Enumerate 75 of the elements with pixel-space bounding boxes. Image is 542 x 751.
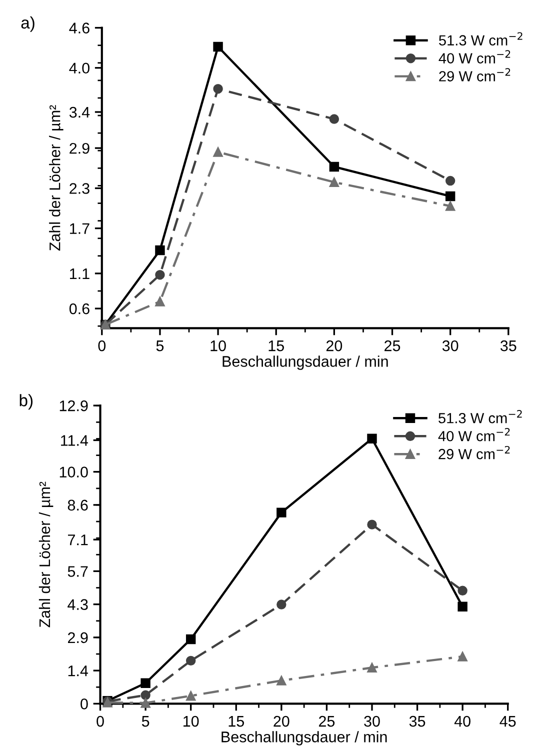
legend-label: 29 W cm$^{−2}$ [438, 446, 510, 460]
chart-title: a) [21, 16, 34, 32]
y-axis-title: Zahl der Löcher / µm² [38, 482, 54, 628]
y-tick-label: 5.7 [68, 566, 88, 577]
y-tick-label: 3.4 [69, 106, 90, 118]
x-tick-label: 40 [454, 716, 470, 727]
legend-label: 40 W cm$^{−2}$ [438, 428, 510, 442]
point [329, 162, 340, 172]
x-tick-label: 5 [142, 716, 150, 727]
chart-title: b) [20, 394, 33, 410]
x-tick-label: 20 [326, 340, 342, 352]
x-tick-label: 25 [384, 340, 400, 352]
y-tick-label: 0.6 [69, 303, 90, 314]
point [367, 434, 377, 444]
y-tick-label: 10.0 [60, 466, 88, 478]
x-tick-label: 0 [96, 716, 104, 727]
point [186, 656, 196, 666]
point [329, 177, 340, 188]
legend-label: 51.3 W cm$^{−2}$ [438, 32, 522, 46]
point [445, 201, 456, 211]
point [213, 42, 223, 52]
x-tick-label: 35 [500, 340, 516, 352]
x-tick-label: 15 [228, 716, 244, 727]
point [155, 270, 165, 280]
point [458, 586, 468, 596]
y-axis-title: Zahl der Löcher / µm² [49, 105, 64, 251]
legend-label: 40 W cm$^{−2}$ [438, 50, 510, 64]
point [155, 296, 165, 306]
point [458, 602, 468, 612]
y-tick-label: 4.6 [69, 22, 90, 34]
point [445, 176, 456, 186]
y-tick-label: 1.1 [70, 268, 90, 279]
point [458, 652, 468, 662]
legend-label: 51.3 W cm$^{−2}$ [438, 410, 522, 424]
point [276, 600, 286, 610]
y-tick-label: 12.9 [60, 400, 88, 412]
y-tick-label: 4.0 [69, 62, 90, 74]
point [213, 84, 223, 94]
point [140, 698, 150, 708]
y-tick-label: 8.6 [68, 500, 88, 511]
y-tick-label: 11.4 [61, 435, 88, 446]
x-tick-label: 0 [98, 340, 106, 352]
x-tick-label: 35 [409, 716, 426, 727]
point [276, 508, 286, 518]
x-tick-label: 30 [442, 340, 458, 352]
point [276, 676, 286, 686]
y-tick-label: 7.1 [68, 534, 88, 546]
y-tick-label: 2.3 [70, 183, 90, 194]
point [329, 114, 340, 124]
point [186, 690, 196, 701]
point [140, 690, 150, 700]
x-tick-label: 15 [268, 340, 284, 352]
x-tick-label: 45 [500, 716, 516, 727]
point [367, 520, 377, 530]
x-axis-title: Beschallungsdauer / min [222, 731, 387, 746]
x-axis-title: Beschallungsdauer / min [222, 356, 388, 370]
x-tick-label: 10 [184, 716, 199, 727]
y-tick-label: 0 [80, 698, 88, 710]
point [367, 662, 377, 672]
y-tick-label: 1.4 [68, 666, 88, 676]
x-tick-label: 20 [274, 716, 290, 727]
x-tick-label: 5 [156, 340, 164, 352]
x-tick-label: 30 [364, 716, 380, 727]
y-tick-label: 2.9 [68, 632, 88, 644]
point [140, 678, 150, 688]
y-tick-label: 4.3 [68, 599, 88, 610]
x-tick-label: 25 [318, 716, 335, 727]
point [213, 147, 223, 157]
legend-label: 29 W cm$^{−2}$ [439, 68, 510, 82]
point [186, 634, 196, 644]
point [445, 191, 456, 202]
y-tick-label: 1.7 [70, 223, 90, 234]
y-tick-label: 2.9 [70, 142, 90, 154]
point [155, 245, 165, 256]
x-tick-label: 10 [210, 340, 226, 352]
